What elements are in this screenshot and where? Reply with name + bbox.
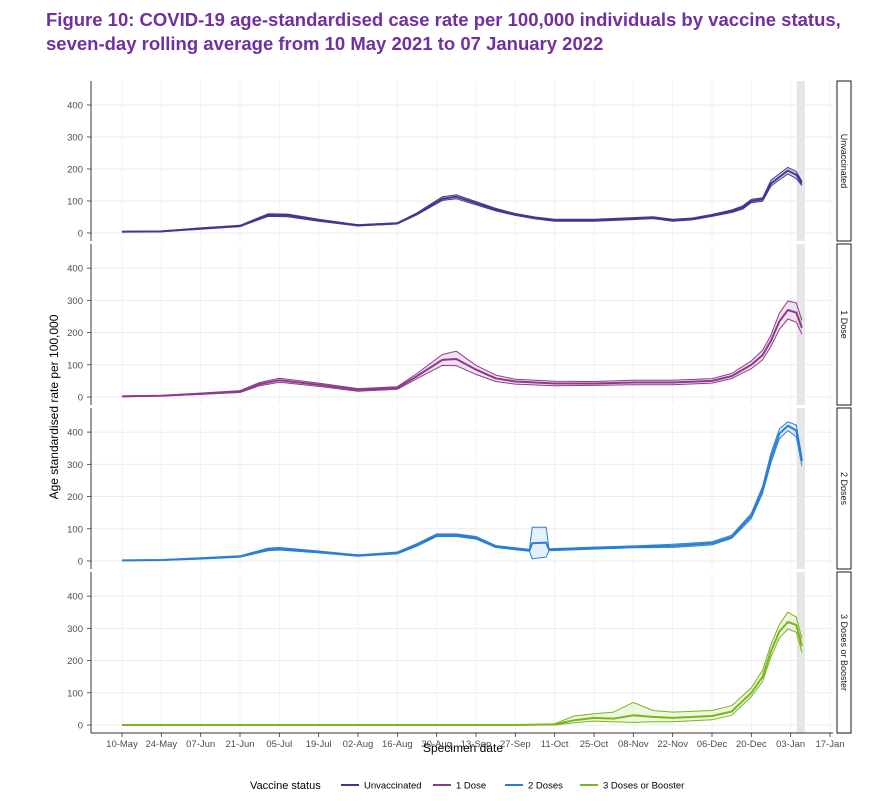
shaded-incomplete-period <box>796 408 805 569</box>
x-tick-label: 20-Dec <box>736 739 767 750</box>
confidence-band <box>122 612 802 725</box>
panel-2: 0 100 200 300 400 1 Dose <box>67 243 852 406</box>
lower-bound-line <box>121 173 803 233</box>
facet-strip-label: Unvaccinated <box>839 134 849 189</box>
x-tick-label: 08-Nov <box>618 739 649 750</box>
confidence-band <box>122 167 802 232</box>
x-tick-label: 13-Sep <box>461 739 492 750</box>
y-tick-label: 300 <box>67 624 83 635</box>
x-tick-label: 21-Jun <box>225 739 254 750</box>
y-tick-label: 100 <box>67 688 83 699</box>
facet-strip <box>836 80 852 242</box>
y-tick-label: 0 <box>78 393 83 404</box>
x-tick-label: 19-Jul <box>306 739 332 750</box>
series-line <box>122 620 803 726</box>
lower-bound-line <box>121 318 803 398</box>
lower-bound-line <box>121 430 803 562</box>
x-tick-label: 16-Aug <box>382 739 413 750</box>
y-tick-label: 100 <box>67 360 83 371</box>
y-tick-label: 300 <box>67 133 83 144</box>
chart-title: Figure 10: COVID-19 age-standardised cas… <box>46 9 841 54</box>
series-line <box>121 424 803 562</box>
x-tick-label: 11-Oct <box>541 739 569 750</box>
y-axis-title: Age standardised rate per 100,000 <box>47 314 61 499</box>
x-tick-label: 30-Aug <box>421 739 452 750</box>
facet-strip-label: 2 Doses <box>839 472 849 506</box>
legend-label: 1 Dose <box>456 781 486 792</box>
legend-label: 3 Doses or Booster <box>603 781 684 792</box>
series-line <box>121 169 803 233</box>
facet-strip <box>836 407 852 570</box>
x-tick-label: 22-Nov <box>657 739 688 750</box>
facet-strip-label: 3 Doses or Booster <box>839 614 849 691</box>
y-tick-label: 400 <box>67 592 83 603</box>
legend-label: Unvaccinated <box>364 781 422 792</box>
y-tick-label: 200 <box>67 328 83 339</box>
facet-strip-label: 1 Dose <box>839 310 849 339</box>
y-tick-label: 200 <box>67 165 83 176</box>
x-tick-label: 07-Jun <box>186 739 215 750</box>
x-tick-label: 02-Aug <box>343 739 374 750</box>
x-tick-label: 25-Oct <box>580 739 609 750</box>
x-tick-label: 06-Dec <box>697 739 728 750</box>
x-axis-title: Specimen date <box>423 741 503 755</box>
panel-3: 0 100 200 300 400 2 Doses <box>67 407 852 570</box>
x-tick-label: 05-Jul <box>266 739 292 750</box>
y-tick-label: 0 <box>78 557 83 568</box>
series-line <box>121 309 803 398</box>
legend-title: Vaccine status <box>250 780 321 792</box>
y-tick-label: 100 <box>67 524 83 535</box>
upper-bound-line <box>121 300 803 397</box>
x-tick-label: 24-May <box>145 739 177 750</box>
x-tick-label: 27-Sep <box>500 739 531 750</box>
y-tick-label: 400 <box>67 101 83 112</box>
y-tick-label: 0 <box>78 721 83 732</box>
legend: Vaccine status Unvaccinated 1 Dose 2 Doses 3… <box>250 780 684 792</box>
y-tick-label: 100 <box>67 197 83 208</box>
confidence-band <box>122 421 802 561</box>
y-tick-label: 300 <box>67 296 83 307</box>
facet-strip <box>836 243 852 406</box>
y-tick-label: 200 <box>67 656 83 667</box>
x-tick-label: 17-Jan <box>815 739 844 750</box>
facet-strip <box>836 571 852 734</box>
x-tick-label: 10-May <box>106 739 138 750</box>
legend-label: 2 Doses <box>528 781 563 792</box>
upper-bound-line <box>121 421 803 561</box>
shaded-incomplete-period <box>796 572 805 733</box>
y-tick-label: 300 <box>67 460 83 471</box>
y-tick-label: 400 <box>67 264 83 275</box>
panel-1: 0 100 200 300 400 Unvaccinated <box>67 80 852 242</box>
panel-4: 0 100 200 300 400 3 Doses or Booster <box>67 571 852 734</box>
x-tick-label: 03-Jan <box>776 739 805 750</box>
shaded-incomplete-period <box>796 81 805 241</box>
upper-bound-line <box>122 611 803 726</box>
y-tick-label: 0 <box>78 229 83 240</box>
y-tick-label: 200 <box>67 492 83 503</box>
y-tick-label: 400 <box>67 428 83 439</box>
